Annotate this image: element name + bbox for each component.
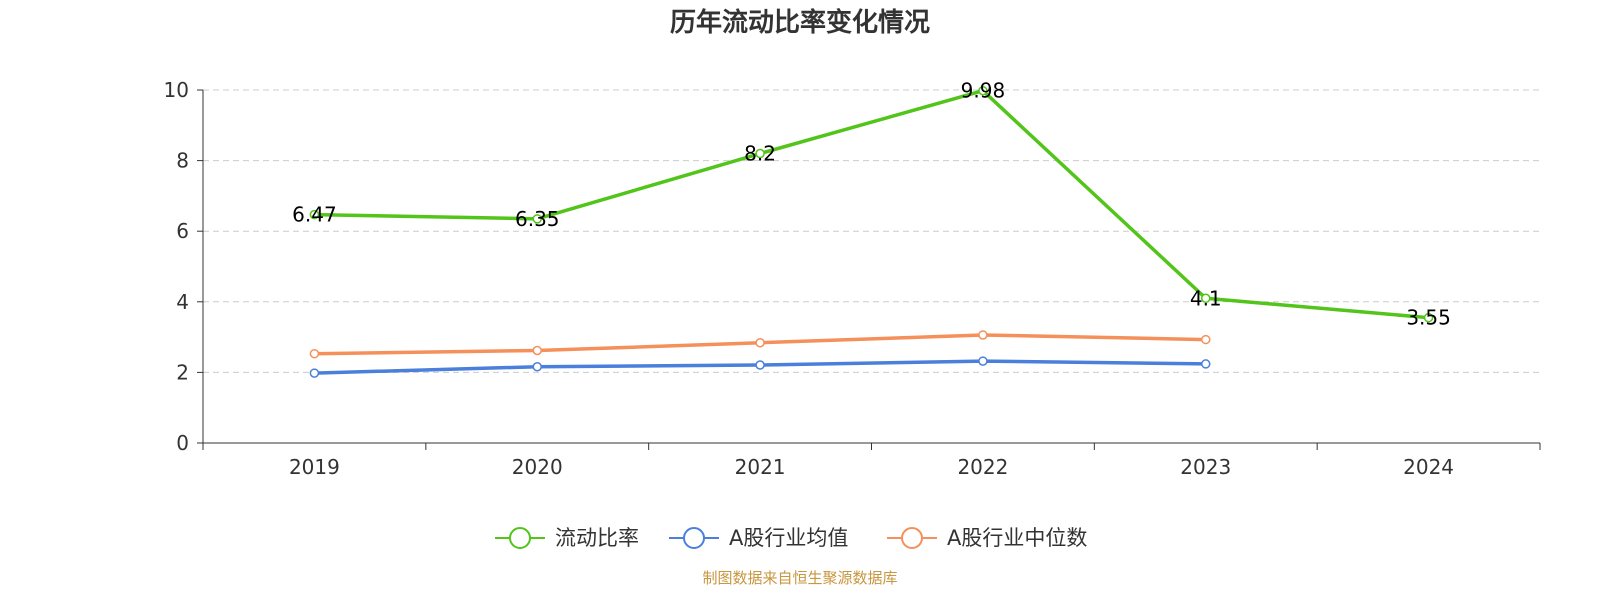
y-tick-label: 8 (176, 149, 189, 173)
data-point[interactable] (532, 345, 542, 356)
legend[interactable]: 流动比率 A股行业均值 A股行业中位数 (495, 526, 1087, 550)
data-point[interactable] (755, 148, 765, 159)
data-point[interactable] (1423, 312, 1434, 323)
source-note: 制图数据来自恒生聚源数据库 (702, 569, 897, 587)
y-tick-label: 4 (176, 290, 189, 314)
x-tick-label: 2019 (289, 455, 340, 479)
y-tick-label: 10 (164, 78, 189, 102)
series-line-0 (314, 88, 1429, 320)
x-tick-label: 2024 (1403, 455, 1454, 479)
data-point[interactable] (309, 368, 320, 378)
chart-title: 历年流动比率变化情况 (670, 7, 930, 38)
data-point[interactable] (309, 209, 320, 220)
data-label: 9.98 (961, 79, 1006, 103)
data-point[interactable] (309, 348, 320, 359)
legend-marker (901, 527, 923, 549)
data-point[interactable] (1201, 334, 1211, 345)
x-tick-label: 2021 (735, 455, 786, 479)
y-tick-label: 0 (176, 431, 189, 455)
data-label: 3.55 (1406, 306, 1451, 330)
legend-label: A股行业中位数 (947, 526, 1087, 550)
gridlines (203, 89, 1540, 373)
legend-item-2[interactable]: A股行业中位数 (887, 526, 1087, 550)
data-point[interactable] (978, 356, 988, 366)
data-point[interactable] (532, 362, 542, 372)
data-label: 8.2 (744, 142, 776, 166)
data-point[interactable] (978, 330, 988, 340)
data-labels: 6.47 6.35 8.2 9.98 4.1 3.55 (292, 79, 1451, 330)
legend-label: A股行业均值 (729, 526, 848, 550)
data-point[interactable] (1201, 293, 1211, 304)
data-point[interactable] (978, 85, 988, 96)
legend-item-0[interactable]: 流动比率 (495, 526, 639, 550)
data-point[interactable] (532, 214, 542, 224)
tick-labels: 0 2 4 6 8 10 2019 2020 2021 2022 2023 2024 (164, 78, 1454, 479)
x-tick-label: 2022 (957, 455, 1008, 479)
data-label: 4.1 (1190, 286, 1222, 310)
legend-label: 流动比率 (555, 526, 639, 550)
data-label: 6.47 (292, 203, 337, 227)
y-tick-label: 2 (176, 360, 189, 384)
data-point[interactable] (755, 337, 765, 348)
series-layer (309, 85, 1434, 378)
legend-marker (683, 527, 705, 549)
legend-item-1[interactable]: A股行业均值 (669, 526, 848, 550)
data-label: 6.35 (515, 207, 560, 231)
axes (197, 89, 1541, 450)
legend-marker (509, 527, 531, 549)
data-point[interactable] (755, 360, 765, 370)
y-tick-label: 6 (176, 219, 189, 243)
x-tick-label: 2020 (512, 455, 563, 479)
data-point[interactable] (1201, 359, 1211, 369)
x-tick-label: 2023 (1180, 455, 1231, 479)
